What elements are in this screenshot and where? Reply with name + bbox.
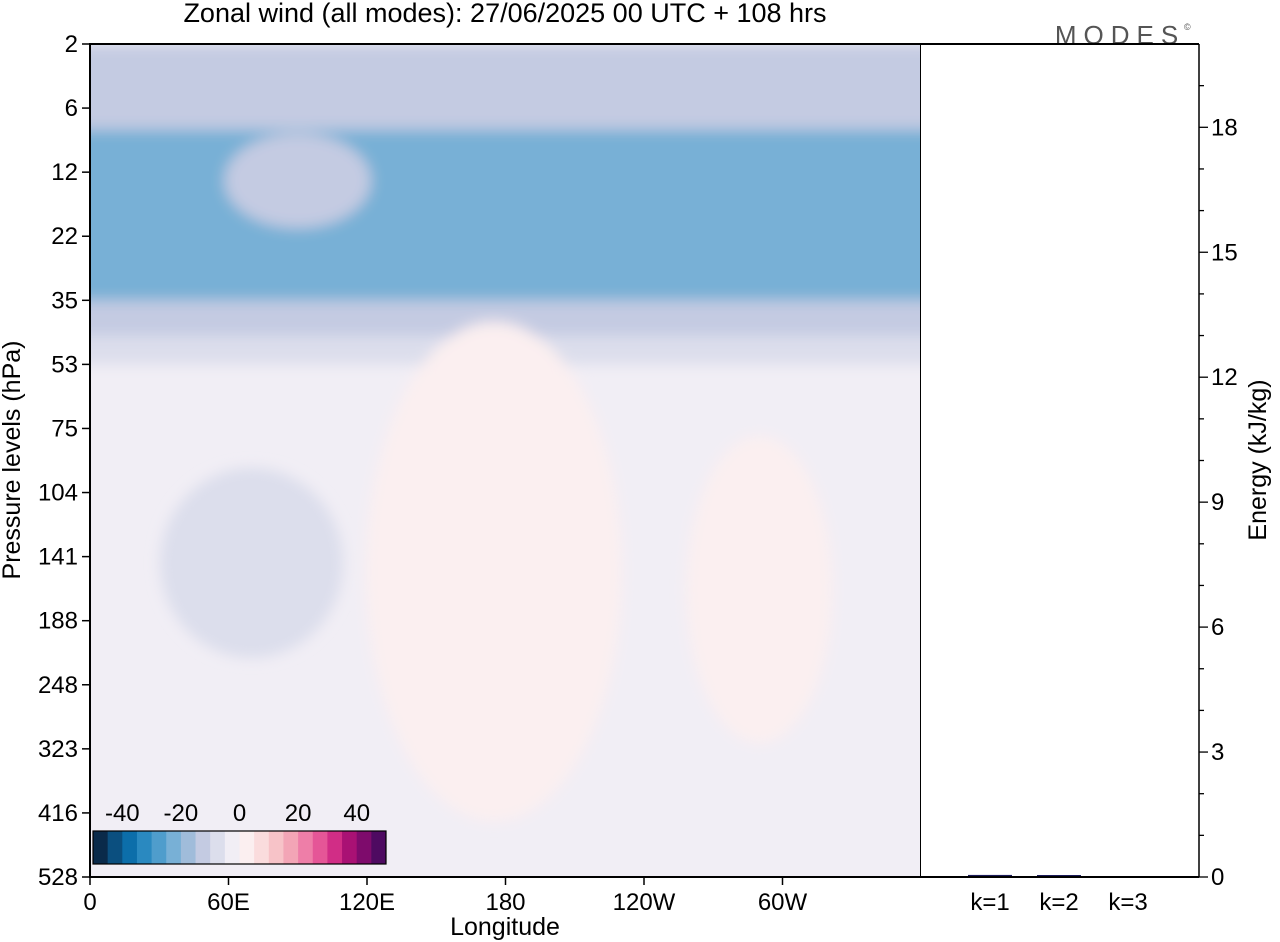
x-tick-label: 120E xyxy=(339,889,395,916)
colorbar-tick-label: -40 xyxy=(105,800,140,827)
energy-tick-label: 9 xyxy=(1211,489,1224,516)
x-tick-label: 60W xyxy=(758,889,808,916)
y-tick-label: 75 xyxy=(51,415,78,442)
colorbar-tick-label: -20 xyxy=(164,800,199,827)
wind-feature-3-ring-4 xyxy=(160,467,344,658)
y-tick-label: 6 xyxy=(65,95,78,122)
energy-tick-label: 18 xyxy=(1211,114,1238,141)
energy-axis: 0 3 6 9 12 15 18 xyxy=(1199,85,1238,891)
heatmap-panel: 0 60E 120E 180 120W 60W 2 6 12 22 35 53 75 104 141 188… xyxy=(0,31,922,941)
wind-feature-1 xyxy=(90,129,921,301)
y-tick-label: 323 xyxy=(38,736,78,763)
heatmap-fields xyxy=(90,44,921,822)
y-tick-label: 528 xyxy=(38,864,78,891)
energy-tick-label: 6 xyxy=(1211,614,1224,641)
x-tick-label: 60E xyxy=(207,889,250,916)
y-tick-label: 35 xyxy=(51,287,78,314)
energy-category-label: k=1 xyxy=(970,889,1009,916)
x-tick-label: 180 xyxy=(485,889,525,916)
wind-feature-5-ring-4 xyxy=(686,435,833,744)
colorbar-tick-label: 0 xyxy=(233,800,246,827)
colorbar-swatch xyxy=(312,831,328,864)
x-axis: 0 60E 120E 180 120W 60W xyxy=(83,877,808,916)
colorbar-swatch xyxy=(356,831,372,864)
colorbar-swatch xyxy=(327,831,343,864)
energy-bars: k=1 k=2 k=3 xyxy=(968,874,1148,916)
y-tick-label: 2 xyxy=(65,31,78,58)
energy-category-label: k=2 xyxy=(1039,889,1078,916)
y-tick-label: 12 xyxy=(51,159,78,186)
brand-mark: © xyxy=(1184,22,1191,32)
colorbar-swatch xyxy=(151,831,167,864)
energy-axis-label: Energy (kJ/kg) xyxy=(1244,379,1272,540)
wind-feature-4-ring-4 xyxy=(365,321,623,822)
colorbar-swatch xyxy=(210,831,226,864)
colorbar-swatch xyxy=(122,831,138,864)
x-tick-label: 0 xyxy=(83,889,96,916)
energy-background xyxy=(921,44,1199,877)
wind-feature-2-ring-4 xyxy=(224,133,371,229)
y-tick-label: 248 xyxy=(38,672,78,699)
energy-bar-k=1 xyxy=(968,874,1012,877)
colorbar-swatch xyxy=(298,831,314,864)
energy-tick-label: 0 xyxy=(1211,864,1224,891)
colorbar-swatch xyxy=(180,831,197,864)
y-tick-label: 22 xyxy=(51,223,78,250)
chart-title: Zonal wind (all modes): 27/06/2025 00 UT… xyxy=(183,0,826,28)
colorbar-swatch xyxy=(166,831,182,864)
y-axis: 2 6 12 22 35 53 75 104 141 188 248 323 416 528 xyxy=(38,31,90,891)
colorbar-swatch xyxy=(107,831,123,864)
colorbar-swatch xyxy=(136,831,153,864)
wind-field-layer xyxy=(90,44,921,822)
y-axis-label: Pressure levels (hPa) xyxy=(0,341,26,580)
colorbar-swatch xyxy=(371,831,387,864)
colorbar-frame xyxy=(92,830,387,865)
colorbar-swatch xyxy=(283,831,299,864)
y-tick-label: 53 xyxy=(51,351,78,378)
colorbar-swatch xyxy=(224,831,240,864)
colorbar-swatch xyxy=(239,831,255,864)
colorbar-tick-label: 20 xyxy=(285,800,312,827)
colorbar-legend: -40 -20 0 20 40 xyxy=(92,800,387,865)
energy-category-label: k=3 xyxy=(1108,889,1147,916)
y-tick-label: 416 xyxy=(38,800,78,827)
y-tick-label: 141 xyxy=(38,544,78,571)
wind-band-1 xyxy=(90,44,921,130)
colorbar-swatch xyxy=(93,831,109,864)
colorbar-tick-label: 40 xyxy=(343,800,370,827)
x-axis-label: Longitude xyxy=(450,913,560,941)
x-tick-label: 120W xyxy=(613,889,676,916)
colorbar-swatch xyxy=(268,831,284,864)
energy-tick-label: 15 xyxy=(1211,239,1238,266)
colorbar-swatch xyxy=(254,831,270,864)
y-tick-label: 104 xyxy=(38,480,78,507)
colorbar-swatch xyxy=(195,831,211,864)
energy-tick-label: 3 xyxy=(1211,739,1224,766)
y-tick-label: 188 xyxy=(38,608,78,635)
colorbar-swatch xyxy=(342,831,358,864)
energy-tick-label: 12 xyxy=(1211,364,1238,391)
energy-panel: k=1 k=2 k=3 0 3 6 9 12 15 18 Energy (kJ/kg) xyxy=(921,43,1272,916)
